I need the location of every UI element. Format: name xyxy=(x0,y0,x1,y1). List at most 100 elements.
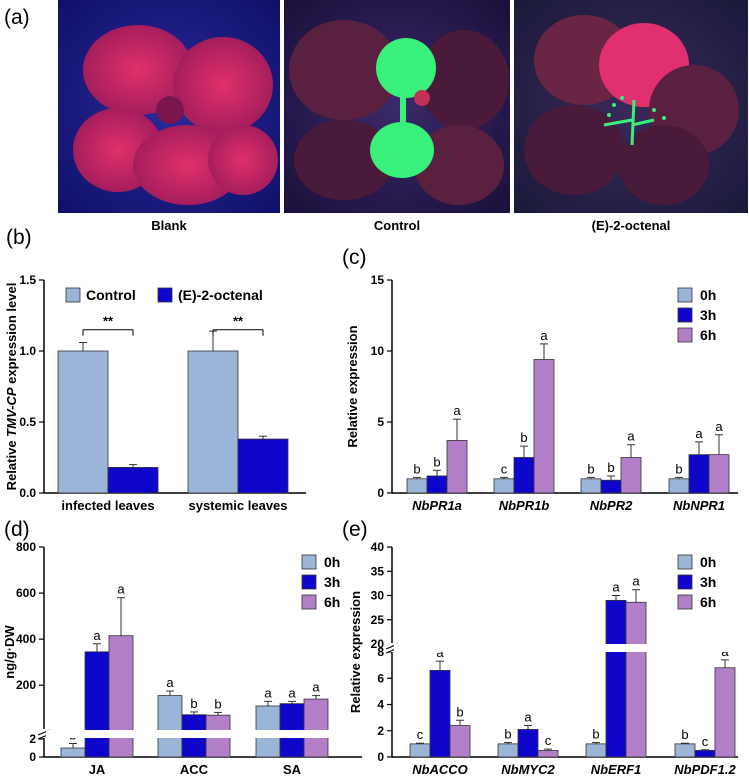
chart-c-bar xyxy=(493,478,515,494)
chart-d-legend-label: 3h xyxy=(324,574,340,590)
chart-e-sig-letter: b xyxy=(456,704,463,719)
chart-b-category-label: systemic leaves xyxy=(188,498,287,513)
chart-e-bar xyxy=(694,750,716,758)
chart-c-category-label: NbPR2 xyxy=(590,498,633,513)
chart-c-bar xyxy=(533,359,555,494)
chart-c-bar xyxy=(688,454,710,494)
chart-d-ytick-label: 200 xyxy=(16,678,36,692)
chart-d-sig-letter: a xyxy=(166,675,174,690)
chart-b-legend-label: (E)-2-octenal xyxy=(178,287,263,303)
chart-c-bar xyxy=(620,457,642,494)
chart-e-ytick-label: 4 xyxy=(377,698,384,712)
chart-e-sig-letter: a xyxy=(632,574,640,589)
chart-b-letter: (b) xyxy=(6,226,32,249)
plant-blank-image xyxy=(58,0,280,213)
chart-e-ytick-label: 20 xyxy=(371,637,385,651)
chart-e-sig-letter: a xyxy=(524,710,532,725)
chart-d-axis-break-mark xyxy=(37,729,51,736)
chart-e-category-label: NbERF1 xyxy=(591,762,642,777)
chart-e-category-label: NbMYC2 xyxy=(501,762,555,777)
chart-b-legend-label: Control xyxy=(86,287,136,303)
chart-c-sig-letter: a xyxy=(540,328,548,343)
chart-d-bar xyxy=(157,695,183,758)
chart-b-bar xyxy=(107,467,159,494)
chart-c-ytick-label: 10 xyxy=(371,344,385,358)
chart-e-legend-label: 6h xyxy=(700,594,716,610)
chart-d-sig-letter: a xyxy=(93,628,101,643)
chart-b-category-label: infected leaves xyxy=(61,498,154,513)
chart-e-sig-letter: b xyxy=(504,727,511,742)
chart-e-axis-break-mark xyxy=(385,643,399,650)
chart-c-ylabel: Relative expression xyxy=(345,325,360,447)
chart-e-ytick-label: 8 xyxy=(377,645,384,659)
chart-d-legend-label: 0h xyxy=(324,554,340,570)
chart-c-bar xyxy=(446,440,468,494)
chart-e-category-label: NbPDF1.2 xyxy=(674,762,736,777)
chart-d-bar xyxy=(205,714,231,758)
chart-e-sig-letter: c xyxy=(702,734,709,749)
chart-e-ylabel: Relative expression xyxy=(348,591,363,713)
chart-e-legend-label: 0h xyxy=(700,554,716,570)
chart-c-legend-swatch xyxy=(677,287,693,303)
chart-e-bar-break-band xyxy=(394,644,740,652)
chart-b-ytick-label: 0.0 xyxy=(19,486,36,500)
chart-d-bar xyxy=(84,651,110,758)
chart-d-sig-letter: a xyxy=(288,685,296,700)
chart-b-legend-swatch xyxy=(157,287,173,303)
chart-c-ytick-label: 0 xyxy=(377,486,384,500)
chart-e-bar xyxy=(714,667,736,758)
chart-e-ytick-label: 30 xyxy=(371,589,385,603)
chart-c-sig-letter: b xyxy=(413,461,420,476)
chart-d-legend-swatch xyxy=(301,554,317,570)
chart-b-ylabel: Relative TMV-CP expression level xyxy=(4,283,19,491)
chart-b-ytick-label: 1.0 xyxy=(19,344,36,358)
chart-e-bar xyxy=(429,669,451,758)
photo-control xyxy=(284,0,510,213)
chart-d-bar xyxy=(303,698,329,758)
chart-b-sig-stars: ** xyxy=(233,314,244,329)
chart-d-ytick-label: 600 xyxy=(16,586,36,600)
chart-e-ytick-label: 40 xyxy=(371,540,385,554)
chart-d-sig-letter: a xyxy=(117,582,125,597)
chart-d-axis-break-mark xyxy=(37,733,51,740)
chart-d-sig-letter: b xyxy=(69,728,76,743)
chart-e-sig-letter: a xyxy=(436,645,444,660)
chart-d-ytick-label: 0 xyxy=(29,750,36,764)
photo-blank xyxy=(58,0,280,213)
chart-c-sig-letter: b xyxy=(520,430,527,445)
chart-d-category-label: SA xyxy=(283,762,302,777)
chart-e-legend-swatch xyxy=(677,554,693,570)
chart-c-ytick-label: 5 xyxy=(377,415,384,429)
chart-c-bar xyxy=(668,478,690,494)
chart-d-ytick-label: 400 xyxy=(16,632,36,646)
chart-e-legend-label: 3h xyxy=(700,574,716,590)
chart-d-bar xyxy=(255,705,281,758)
chart-b-ytick-label: 0.5 xyxy=(19,415,36,429)
chart-c-bar xyxy=(600,479,622,494)
chart-c-bar xyxy=(513,457,535,494)
chart-b-bar xyxy=(237,438,289,494)
chart-e-ytick-label: 0 xyxy=(377,750,384,764)
chart-d-bar xyxy=(108,635,134,758)
chart-e-axis-break-gap xyxy=(386,643,398,652)
plant-octenal-image xyxy=(514,0,748,213)
chart-d-legend-swatch xyxy=(301,574,317,590)
chart-d-sig-letter: b xyxy=(190,696,197,711)
chart-d-legend-label: 6h xyxy=(324,594,340,610)
chart-e-bar xyxy=(674,743,696,758)
chart-e-sig-letter: a xyxy=(612,580,620,595)
chart-e-sig-letter: b xyxy=(681,727,688,742)
chart-c-category-label: NbPR1a xyxy=(412,498,462,513)
chart-e-bar xyxy=(625,601,647,758)
chart-c-legend-swatch xyxy=(677,307,693,323)
caption-octenal: (E)-2-octenal xyxy=(591,218,671,233)
chart-c-bar xyxy=(708,454,730,494)
chart-c-legend-swatch xyxy=(677,327,693,343)
chart-c-sig-letter: b xyxy=(607,460,614,475)
chart-d-bar xyxy=(60,747,86,758)
chart-e-sig-letter: c xyxy=(545,733,552,748)
chart-e-legend-swatch xyxy=(677,574,693,590)
chart-e-category-label: NbACCO xyxy=(412,762,468,777)
chart-e-bar xyxy=(605,599,627,758)
chart-d-ytick-label: 800 xyxy=(16,540,36,554)
